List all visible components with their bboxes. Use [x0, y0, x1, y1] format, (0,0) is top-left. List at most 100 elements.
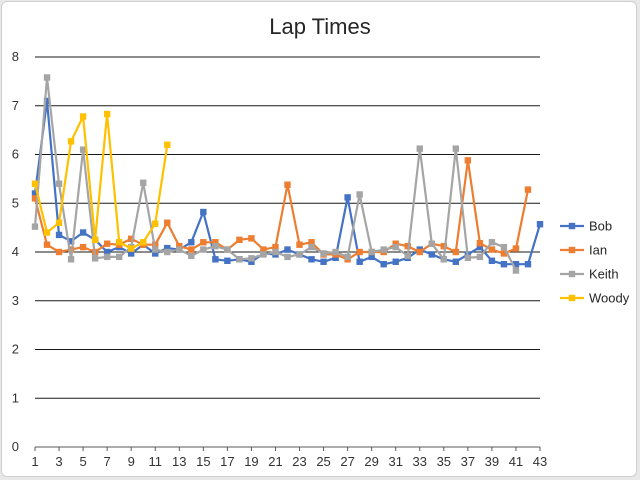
data-point-keith — [392, 243, 399, 251]
x-tick-label: 39 — [485, 454, 499, 469]
data-point-ian — [127, 235, 135, 243]
data-point-keith — [272, 248, 279, 256]
data-point-keith — [248, 255, 255, 262]
data-point-bob — [284, 246, 291, 253]
data-point-ian — [308, 239, 315, 246]
y-tick-label: 2 — [12, 342, 19, 357]
series-keith — [31, 74, 520, 274]
data-point-keith — [188, 252, 195, 260]
data-point-keith — [476, 253, 484, 261]
data-point-woody — [43, 229, 51, 236]
data-point-ian — [200, 239, 207, 246]
data-point-keith — [416, 145, 423, 152]
data-point-bob — [127, 250, 135, 257]
data-point-bob — [428, 251, 435, 258]
data-point-ian — [296, 241, 303, 248]
x-tick-label: 33 — [413, 454, 427, 469]
x-tick-label: 35 — [437, 454, 451, 469]
data-point-woody — [115, 239, 123, 246]
data-point-keith — [296, 251, 303, 258]
data-point-keith — [224, 246, 231, 253]
data-point-bob — [536, 221, 544, 228]
data-point-ian — [212, 239, 219, 246]
data-point-keith — [152, 246, 159, 253]
x-tick-label: 5 — [79, 454, 86, 469]
data-point-bob — [320, 258, 327, 265]
x-tick-label: 27 — [340, 454, 354, 469]
data-point-bob — [224, 257, 231, 264]
data-point-bob — [452, 258, 460, 265]
data-point-keith — [55, 180, 63, 187]
legend-label-woody: Woody — [589, 291, 630, 306]
data-point-ian — [188, 246, 195, 253]
data-point-bob — [356, 258, 363, 265]
legend-label-bob: Bob — [589, 219, 612, 234]
x-tick-label: 31 — [388, 454, 402, 469]
data-point-ian — [103, 240, 111, 247]
data-point-ian — [260, 246, 267, 253]
x-tick-label: 13 — [172, 454, 186, 469]
x-tick-label: 43 — [533, 454, 547, 469]
data-point-ian — [464, 157, 472, 164]
data-point-ian — [512, 245, 520, 252]
data-point-keith — [200, 246, 207, 253]
data-point-woody — [140, 239, 147, 246]
y-tick-label: 4 — [12, 244, 19, 259]
data-point-ian — [440, 242, 448, 250]
y-tick-label: 3 — [12, 293, 19, 308]
data-point-ian — [356, 248, 363, 256]
y-tick-label: 0 — [12, 439, 19, 454]
data-point-bob — [476, 243, 484, 251]
x-tick-label: 17 — [220, 454, 234, 469]
legend-label-keith: Keith — [589, 267, 619, 282]
data-point-keith — [164, 248, 171, 256]
legend-marker-keith — [568, 270, 576, 278]
data-point-keith — [115, 253, 123, 261]
legend-entry-keith: Keith — [560, 267, 619, 282]
data-point-bob — [380, 260, 387, 268]
x-tick-label: 37 — [461, 454, 475, 469]
data-point-bob — [332, 254, 339, 262]
data-point-ian — [500, 250, 508, 257]
data-point-bob — [200, 208, 207, 216]
y-tick-label: 6 — [12, 147, 19, 162]
data-point-keith — [512, 267, 520, 274]
x-tick-label: 15 — [196, 454, 210, 469]
y-tick-label: 8 — [12, 49, 19, 64]
data-point-keith — [356, 191, 363, 198]
data-point-ian — [272, 243, 279, 251]
data-point-ian — [236, 236, 243, 244]
data-point-woody — [55, 219, 63, 226]
data-point-ian — [79, 243, 87, 251]
x-tick-label: 7 — [104, 454, 111, 469]
data-point-ian — [524, 186, 532, 193]
data-point-ian — [392, 240, 399, 247]
data-point-ian — [31, 195, 39, 202]
data-point-woody — [91, 236, 99, 244]
x-tick-label: 21 — [268, 454, 282, 469]
data-point-bob — [524, 260, 532, 268]
series-group — [31, 74, 544, 274]
legend-marker-bob — [568, 222, 576, 230]
data-point-keith — [67, 256, 75, 263]
data-point-bob — [368, 253, 375, 261]
data-point-keith — [308, 243, 315, 251]
data-point-woody — [31, 180, 39, 187]
data-point-bob — [392, 258, 399, 265]
data-point-ian — [176, 242, 183, 250]
x-tick-label: 9 — [128, 454, 135, 469]
data-point-keith — [428, 240, 435, 247]
data-point-bob — [188, 239, 195, 246]
data-point-keith — [344, 253, 351, 261]
data-point-bob — [164, 244, 171, 252]
data-point-ian — [43, 241, 51, 248]
data-point-bob — [152, 250, 159, 257]
data-point-bob — [212, 256, 219, 263]
data-point-keith — [91, 255, 99, 262]
series-woody — [31, 110, 171, 252]
data-point-woody — [67, 138, 75, 145]
data-point-keith — [452, 145, 460, 152]
data-point-keith — [31, 223, 39, 230]
data-point-woody — [103, 110, 111, 118]
